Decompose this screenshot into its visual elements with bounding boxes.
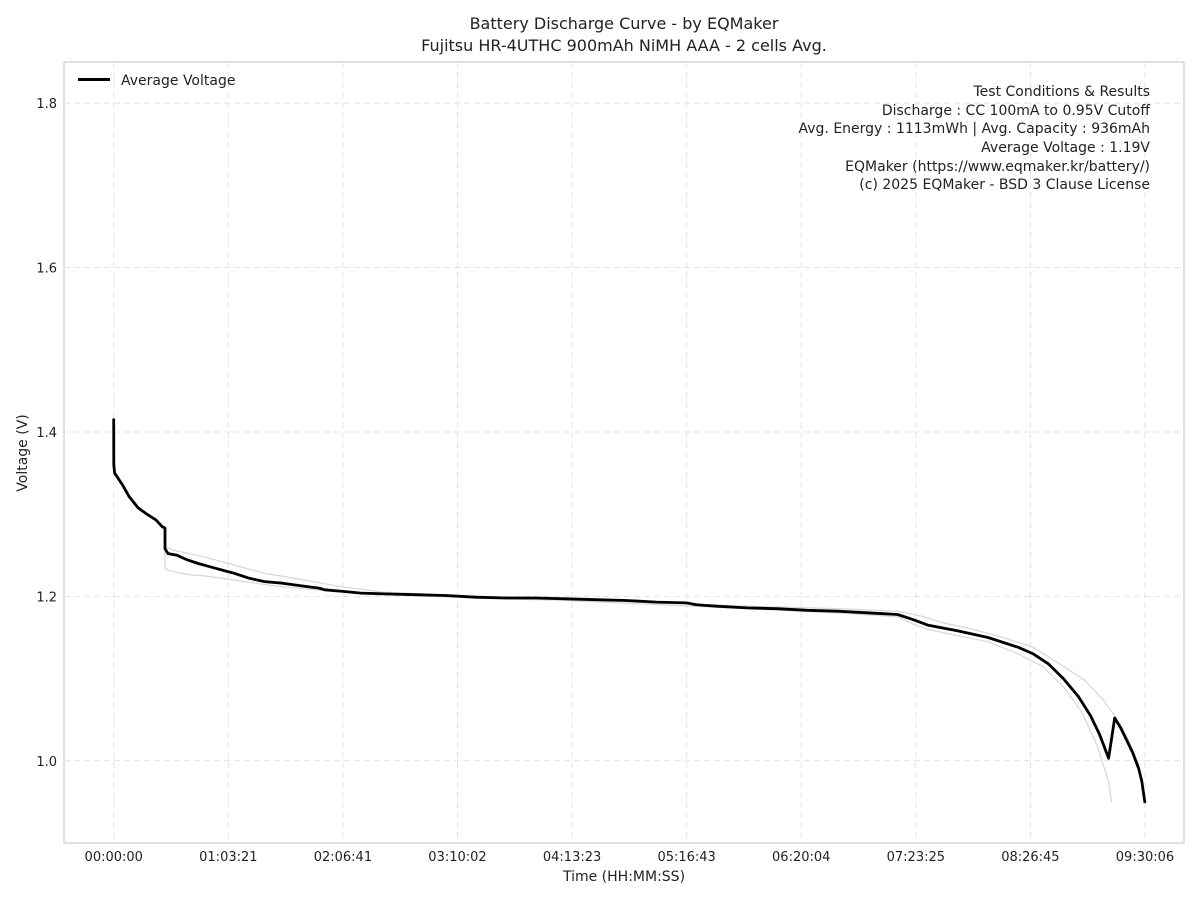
annotation-line: EQMaker (https://www.eqmaker.kr/battery/… [845, 159, 1150, 175]
annotation-line: Avg. Energy : 1113mWh | Avg. Capacity : … [799, 121, 1151, 137]
y-tick-label: 1.2 [36, 590, 57, 605]
grid-lines [64, 62, 1184, 843]
tick-labels: 00:00:00 01:03:21 02:06:41 03:10:02 04:13:23… [36, 97, 1174, 865]
legend: Average Voltage [78, 73, 235, 89]
legend-label: Average Voltage [121, 73, 235, 89]
chart-title: Battery Discharge Curve - by EQMaker [470, 14, 779, 33]
x-tick-label: 06:20:04 [772, 850, 830, 865]
y-axis-label: Voltage (V) [15, 414, 31, 491]
x-tick-label: 05:16:43 [657, 850, 715, 865]
y-tick-label: 1.4 [36, 426, 57, 441]
x-tick-label: 03:10:02 [428, 850, 486, 865]
annotation-line: Average Voltage : 1.19V [981, 140, 1150, 156]
annotation-box: Test Conditions & Results Discharge : CC… [799, 84, 1151, 193]
y-tick-label: 1.0 [36, 755, 57, 770]
annotation-line: Test Conditions & Results [973, 84, 1151, 100]
plot-area [63, 61, 1185, 844]
x-axis-label: Time (HH:MM:SS) [562, 869, 685, 885]
x-tick-label: 07:23:25 [887, 850, 945, 865]
x-tick-label: 08:26:45 [1001, 850, 1059, 865]
chart-subtitle: Fujitsu HR-4UTHC 900mAh NiMH AAA - 2 cel… [421, 36, 827, 55]
series-line-cell [164, 527, 1146, 799]
x-tick-label: 00:00:00 [85, 850, 143, 865]
x-tick-label: 01:03:21 [199, 850, 257, 865]
x-tick-label: 04:13:23 [543, 850, 601, 865]
x-tick-label: 02:06:41 [314, 850, 372, 865]
annotation-line: Discharge : CC 100mA to 0.95V Cutoff [882, 103, 1151, 119]
series-lines [112, 418, 1147, 804]
y-tick-label: 1.6 [36, 262, 57, 277]
annotation-line: (c) 2025 EQMaker - BSD 3 Clause License [859, 177, 1150, 193]
y-tick-label: 1.8 [36, 97, 57, 112]
series-line-average-voltage [112, 418, 1147, 804]
series-line-cell [164, 527, 1113, 803]
x-tick-label: 09:30:06 [1116, 850, 1174, 865]
